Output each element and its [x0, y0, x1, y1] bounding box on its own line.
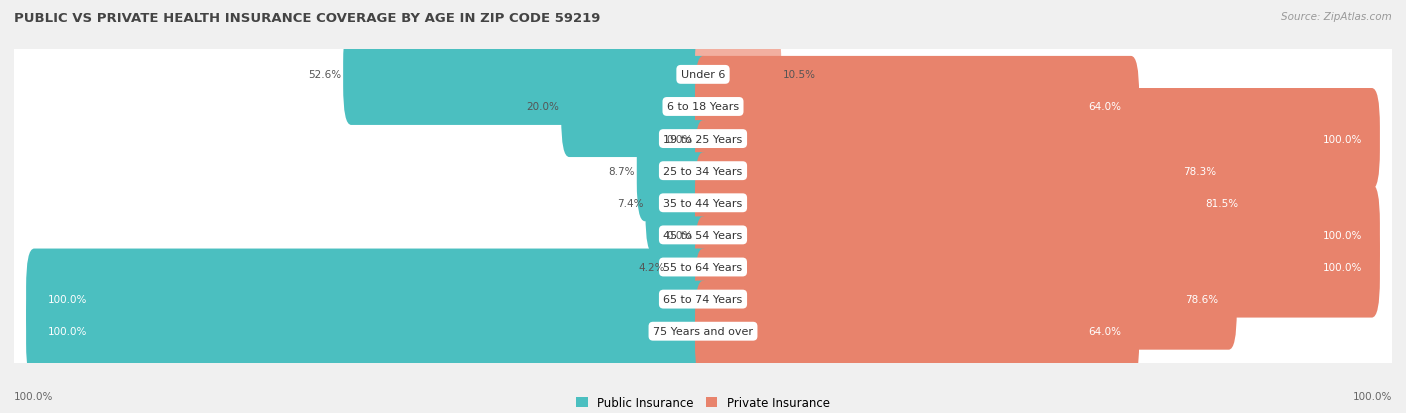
Text: 25 to 34 Years: 25 to 34 Years [664, 166, 742, 176]
FancyBboxPatch shape [695, 57, 1139, 158]
FancyBboxPatch shape [695, 89, 1379, 190]
Text: 75 Years and over: 75 Years and over [652, 326, 754, 337]
FancyBboxPatch shape [27, 281, 711, 382]
FancyBboxPatch shape [695, 185, 1379, 286]
FancyBboxPatch shape [695, 281, 1139, 382]
Legend: Public Insurance, Private Insurance: Public Insurance, Private Insurance [571, 392, 835, 413]
Text: 100.0%: 100.0% [1353, 391, 1392, 401]
Text: 6 to 18 Years: 6 to 18 Years [666, 102, 740, 112]
FancyBboxPatch shape [11, 239, 1395, 359]
FancyBboxPatch shape [11, 15, 1395, 135]
Text: 19 to 25 Years: 19 to 25 Years [664, 134, 742, 144]
FancyBboxPatch shape [11, 143, 1395, 263]
Text: 64.0%: 64.0% [1088, 326, 1121, 337]
Text: 7.4%: 7.4% [617, 198, 644, 208]
FancyBboxPatch shape [645, 153, 711, 254]
Text: 0.0%: 0.0% [666, 134, 693, 144]
Text: 65 to 74 Years: 65 to 74 Years [664, 294, 742, 304]
FancyBboxPatch shape [666, 217, 711, 318]
Text: Source: ZipAtlas.com: Source: ZipAtlas.com [1281, 12, 1392, 22]
FancyBboxPatch shape [695, 217, 1379, 318]
FancyBboxPatch shape [11, 207, 1395, 328]
Text: 8.7%: 8.7% [609, 166, 634, 176]
FancyBboxPatch shape [343, 25, 711, 126]
FancyBboxPatch shape [637, 121, 711, 222]
Text: 100.0%: 100.0% [1323, 230, 1362, 240]
Text: 100.0%: 100.0% [1323, 262, 1362, 272]
FancyBboxPatch shape [695, 25, 782, 126]
FancyBboxPatch shape [695, 153, 1256, 254]
FancyBboxPatch shape [11, 271, 1395, 392]
Text: 100.0%: 100.0% [48, 326, 87, 337]
Text: 100.0%: 100.0% [14, 391, 53, 401]
Text: 35 to 44 Years: 35 to 44 Years [664, 198, 742, 208]
Text: 10.5%: 10.5% [783, 70, 817, 80]
FancyBboxPatch shape [11, 79, 1395, 199]
FancyBboxPatch shape [11, 47, 1395, 167]
Text: Under 6: Under 6 [681, 70, 725, 80]
Text: 55 to 64 Years: 55 to 64 Years [664, 262, 742, 272]
FancyBboxPatch shape [695, 121, 1234, 222]
FancyBboxPatch shape [11, 111, 1395, 231]
Text: 64.0%: 64.0% [1088, 102, 1121, 112]
Text: 81.5%: 81.5% [1205, 198, 1239, 208]
FancyBboxPatch shape [11, 175, 1395, 295]
Text: 20.0%: 20.0% [526, 102, 560, 112]
Text: 100.0%: 100.0% [48, 294, 87, 304]
Text: 100.0%: 100.0% [1323, 134, 1362, 144]
FancyBboxPatch shape [27, 249, 711, 350]
Text: 78.3%: 78.3% [1184, 166, 1216, 176]
FancyBboxPatch shape [695, 249, 1237, 350]
Text: 45 to 54 Years: 45 to 54 Years [664, 230, 742, 240]
FancyBboxPatch shape [561, 57, 711, 158]
Text: 78.6%: 78.6% [1185, 294, 1219, 304]
Text: PUBLIC VS PRIVATE HEALTH INSURANCE COVERAGE BY AGE IN ZIP CODE 59219: PUBLIC VS PRIVATE HEALTH INSURANCE COVER… [14, 12, 600, 25]
Text: 0.0%: 0.0% [666, 230, 693, 240]
Text: 52.6%: 52.6% [308, 70, 342, 80]
Text: 4.2%: 4.2% [638, 262, 665, 272]
